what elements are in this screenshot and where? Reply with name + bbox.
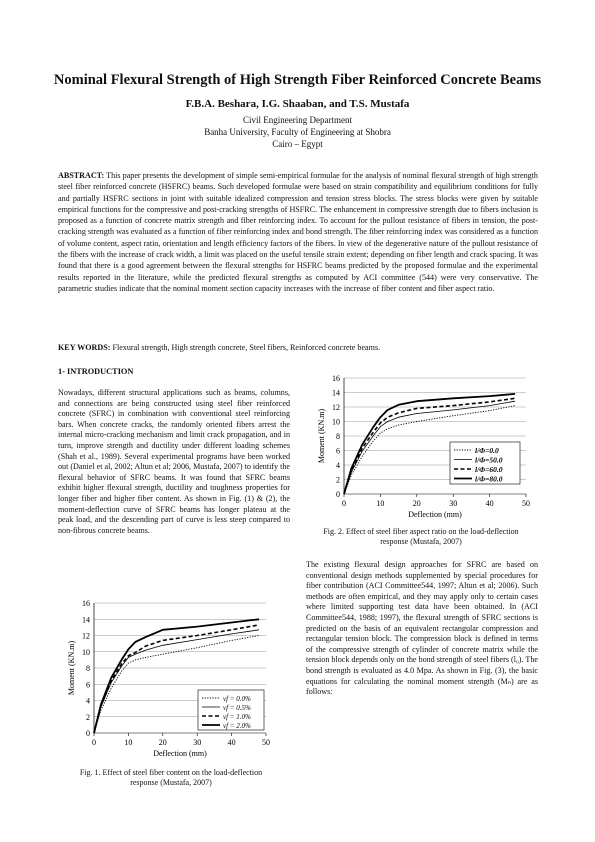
- x-tick-label: 30: [193, 738, 201, 747]
- figure-2-caption: Fig. 2. Effect of steel fiber aspect rat…: [323, 527, 519, 546]
- figure-1-caption: Fig. 1. Effect of steel fiber content on…: [79, 768, 263, 787]
- y-tick-label: 8: [336, 432, 340, 441]
- x-tick-label: 0: [342, 499, 346, 508]
- x-tick-label: 0: [92, 738, 96, 747]
- abstract: ABSTRACT: This paper presents the develo…: [58, 170, 538, 294]
- paper-title: Nominal Flexural Strength of High Streng…: [53, 72, 542, 88]
- x-tick-label: 50: [262, 738, 270, 747]
- y-tick-label: 6: [86, 680, 90, 689]
- legend-label: vf = 2.0%: [223, 722, 251, 730]
- y-tick-label: 10: [332, 418, 340, 427]
- y-tick-label: 4: [86, 697, 90, 706]
- affiliation-line-3: Cairo – Egypt: [272, 139, 323, 149]
- intro-right-column: The existing flexural design approaches …: [306, 560, 538, 697]
- x-tick-label: 20: [413, 499, 421, 508]
- legend-label: vf = 0.5%: [223, 704, 251, 712]
- legend-label: l/Φ=0.0: [475, 446, 499, 455]
- x-tick-label: 10: [124, 738, 132, 747]
- y-tick-label: 14: [332, 389, 340, 398]
- x-tick-label: 40: [486, 499, 494, 508]
- x-axis-label: Deflection (mm): [408, 510, 462, 519]
- series-line: [93, 629, 260, 734]
- y-tick-label: 12: [82, 632, 90, 641]
- y-tick-label: 8: [86, 664, 90, 673]
- figure-2-chart: 0 2 4 6 8 10 12 14 16 0 10 20 30 40 50 Deflection (mm) M…: [317, 374, 530, 519]
- intro-left-column: Nowadays, different structural applicati…: [58, 388, 290, 535]
- x-tick-label: 30: [449, 499, 457, 508]
- legend-label: l/Φ=60.0: [475, 465, 503, 474]
- section-heading-introduction: 1- INTRODUCTION: [58, 367, 134, 376]
- y-tick-label: 10: [82, 648, 90, 657]
- keywords-label: KEY WORDS:: [58, 343, 111, 352]
- abstract-label: ABSTRACT:: [58, 171, 105, 180]
- y-axis-label: Moment (KN.m): [317, 409, 326, 464]
- y-tick-label: 2: [336, 476, 340, 485]
- affiliation-line-1: Civil Engineering Department: [243, 115, 352, 125]
- figure-1-chart: 0 2 4 6 8 10 12 14 16 0 10 20 30 40 50 Deflection (mm) M…: [67, 599, 270, 758]
- y-tick-label: 0: [336, 490, 340, 499]
- affiliation-line-2: Banha University, Faculty of Engineering…: [204, 127, 391, 137]
- legend-box: [197, 689, 265, 731]
- series-line: [93, 618, 260, 734]
- x-tick-label: 40: [228, 738, 236, 747]
- abstract-text: This paper presents the development of s…: [58, 171, 538, 293]
- x-tick-label: 50: [522, 499, 530, 508]
- legend-label: l/Φ=50.0: [475, 456, 503, 465]
- y-tick-label: 2: [86, 713, 90, 722]
- series-line: [93, 635, 260, 734]
- legend-label: l/Φ=80.0: [475, 475, 503, 484]
- y-tick-label: 14: [82, 615, 90, 624]
- y-tick-label: 16: [82, 599, 90, 608]
- y-axis-label: Moment (KN.m): [67, 641, 76, 696]
- series-line: [343, 397, 516, 495]
- series-line: [343, 400, 516, 495]
- y-tick-label: 12: [332, 403, 340, 412]
- series-line: [343, 393, 516, 495]
- x-tick-label: 10: [376, 499, 384, 508]
- keywords-text: Flexural strength, High strength concret…: [112, 343, 381, 352]
- y-tick-label: 16: [332, 374, 340, 383]
- keywords: KEY WORDS: Flexural strength, High stren…: [58, 343, 538, 352]
- x-tick-label: 20: [159, 738, 167, 747]
- y-tick-label: 6: [336, 447, 340, 456]
- y-tick-label: 4: [336, 461, 340, 470]
- legend-box: [449, 441, 521, 485]
- series-line: [343, 405, 516, 495]
- legend-label: vf = 0.0%: [223, 695, 251, 703]
- series-line: [93, 624, 260, 734]
- paper-authors: F.B.A. Beshara, I.G. Shaaban, and T.S. M…: [185, 98, 410, 110]
- y-tick-label: 0: [86, 729, 90, 738]
- x-axis-label: Deflection (mm): [153, 749, 207, 758]
- legend-label: vf = 1.0%: [223, 713, 251, 721]
